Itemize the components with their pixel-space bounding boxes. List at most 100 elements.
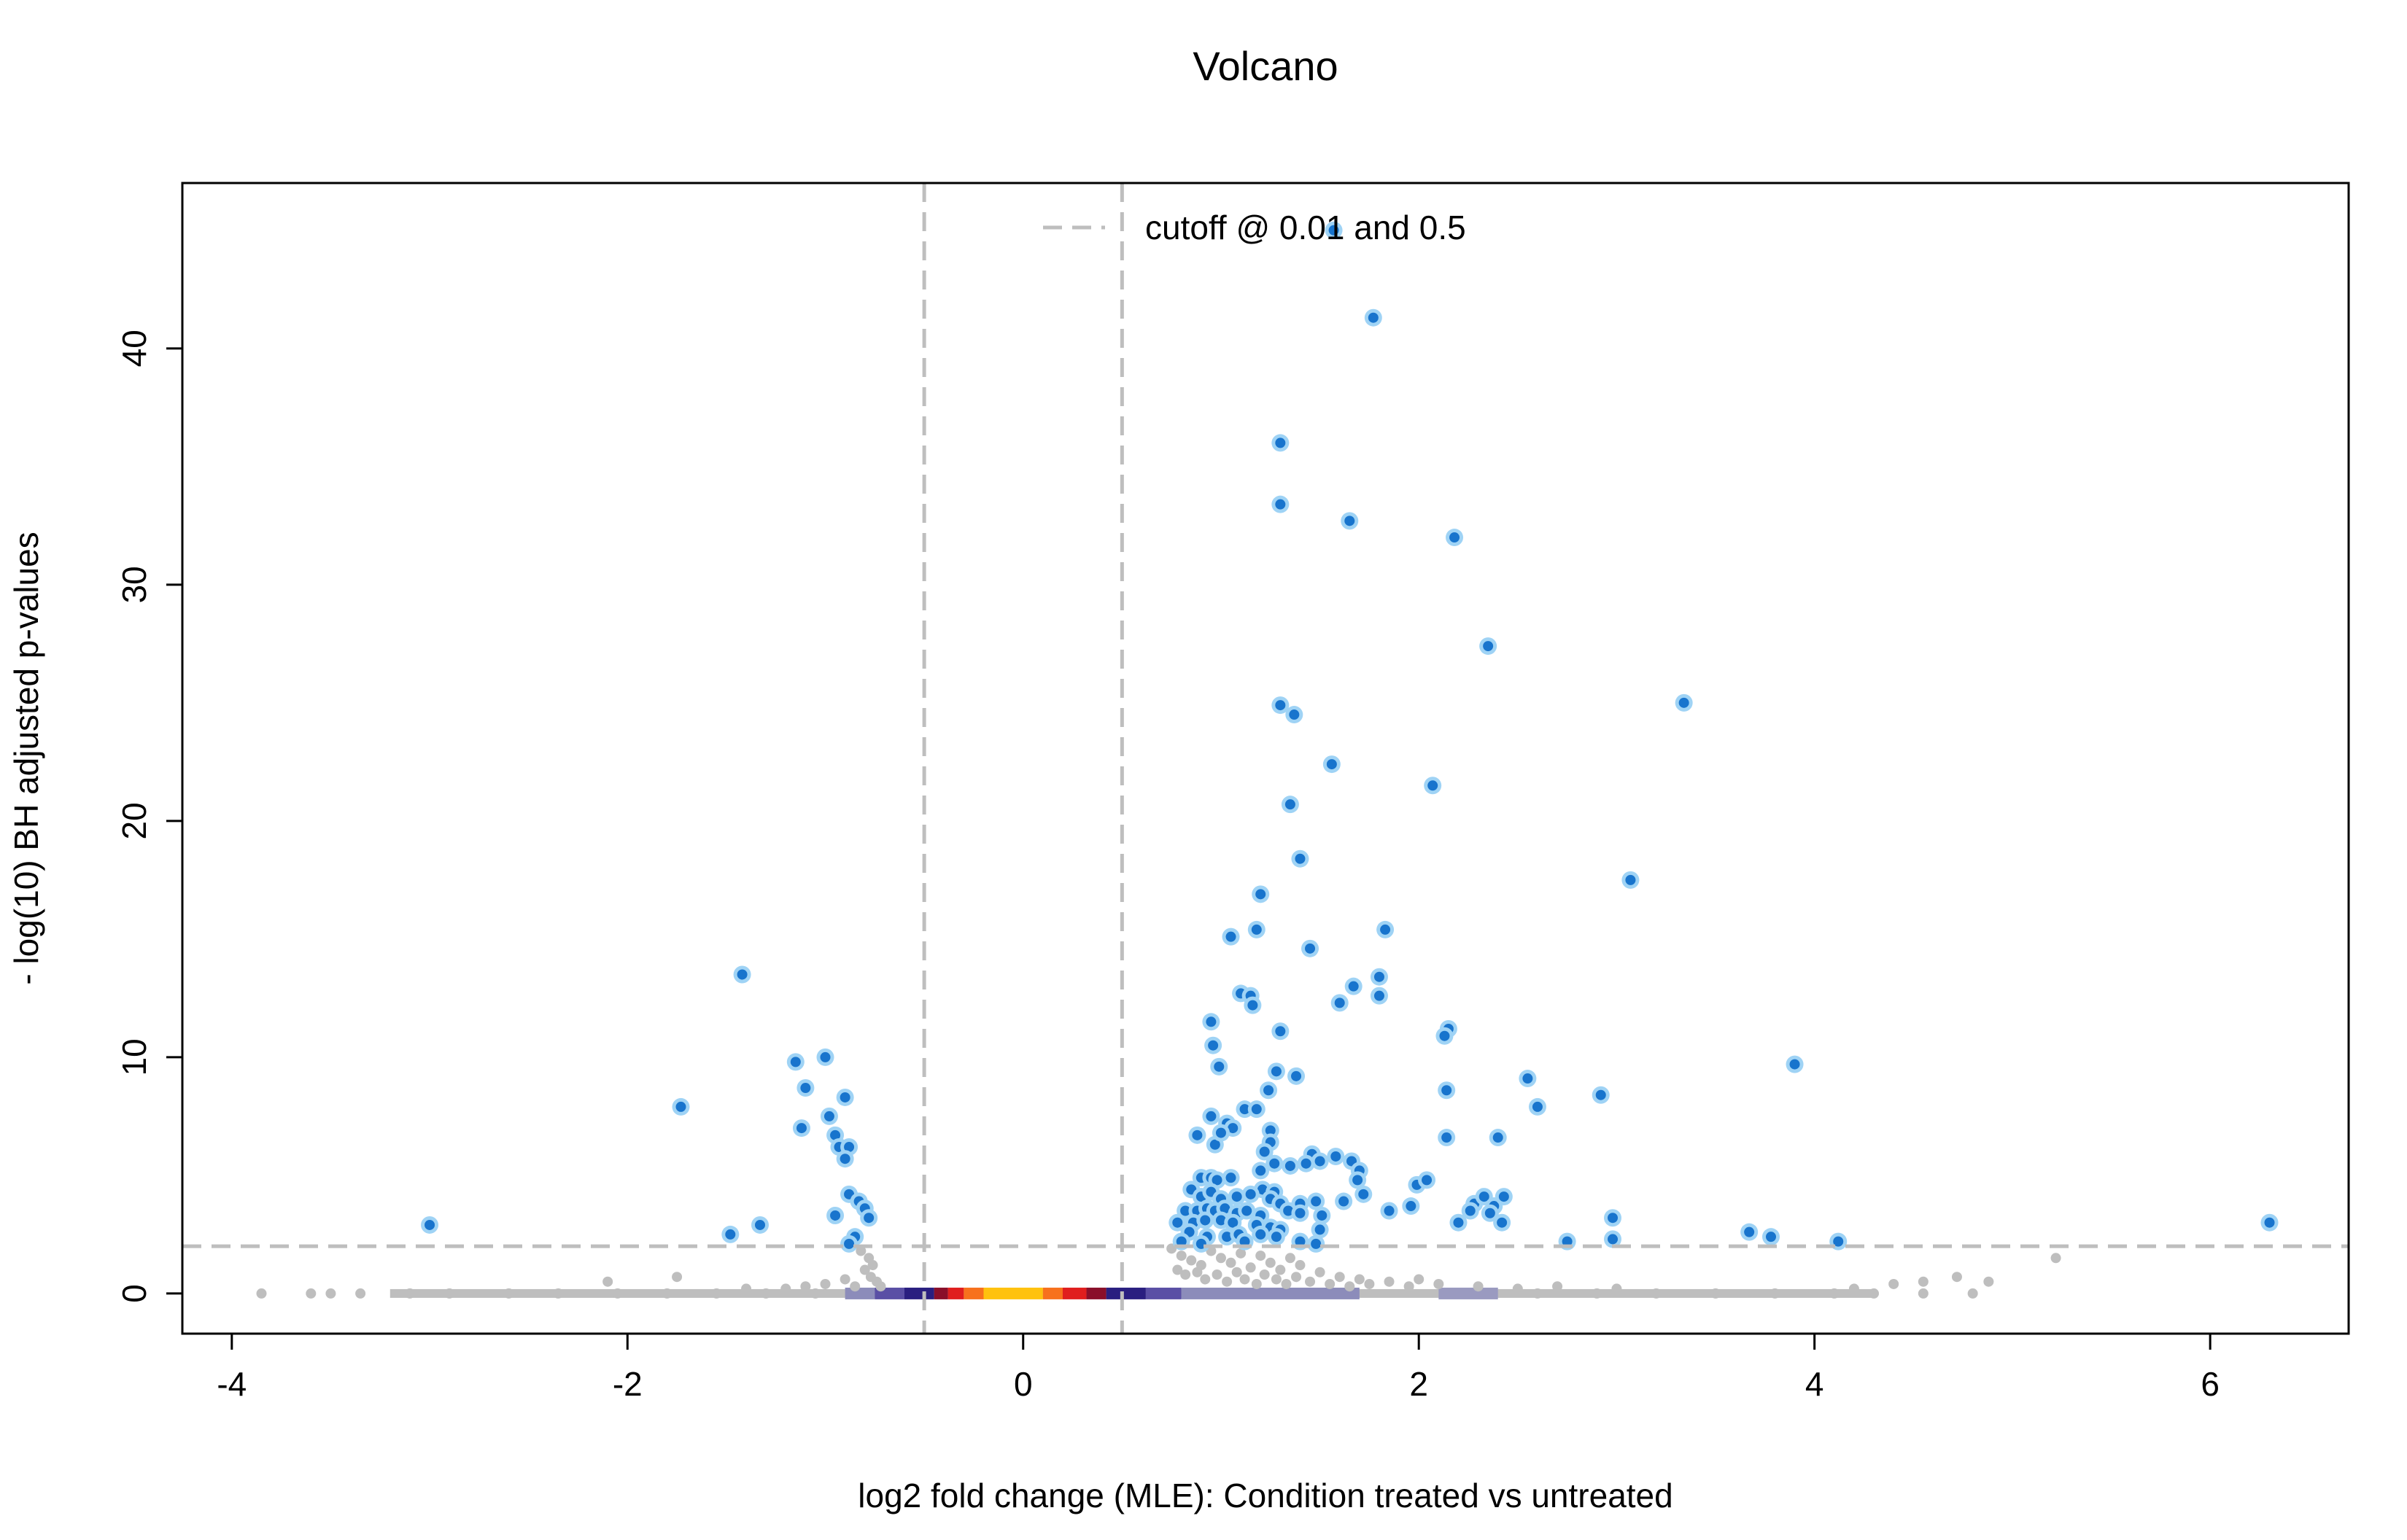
- significant-point: [1341, 512, 1359, 530]
- significant-point: [1364, 308, 1382, 327]
- significant-point: [1519, 1070, 1537, 1088]
- significant-point-dot: [1608, 1213, 1619, 1224]
- significant-point-dot: [1245, 1189, 1256, 1199]
- significant-point: [1380, 1202, 1398, 1220]
- significant-point-dot: [1214, 1061, 1225, 1072]
- density-strip-segment: [1062, 1287, 1087, 1299]
- nonsignificant-point: [1239, 1274, 1250, 1285]
- significant-point: [836, 1150, 854, 1168]
- significant-point-dot: [1311, 1196, 1322, 1207]
- significant-point: [860, 1209, 878, 1227]
- significant-point-dot: [840, 1154, 850, 1164]
- significant-point-dot: [1225, 931, 1236, 942]
- significant-point: [1495, 1188, 1513, 1206]
- nonsignificant-point: [1259, 1269, 1270, 1280]
- significant-point-dot: [1222, 1232, 1233, 1242]
- nonsignificant-point: [404, 1288, 415, 1299]
- significant-point-dot: [1562, 1236, 1573, 1247]
- nonsignificant-point: [1255, 1251, 1266, 1261]
- significant-point: [1271, 1022, 1290, 1041]
- significant-point-dot: [2264, 1217, 2275, 1228]
- significant-point-dot: [1291, 1070, 1302, 1081]
- significant-point-dot: [1275, 700, 1286, 711]
- density-strip-segment: [964, 1287, 984, 1299]
- significant-point: [1740, 1223, 1759, 1241]
- significant-point-dot: [1255, 1165, 1266, 1176]
- x-tick-label: -4: [217, 1365, 247, 1403]
- significant-point-dot: [830, 1129, 841, 1140]
- significant-point-dot: [1532, 1101, 1543, 1112]
- density-strip-segment: [904, 1287, 934, 1299]
- density-strip-segment: [983, 1287, 1043, 1299]
- significant-point-dot: [737, 969, 748, 980]
- density-strip-segment: [1042, 1287, 1063, 1299]
- x-axis: -4 -2 0 2 4 6: [217, 1334, 2220, 1403]
- significant-point: [721, 1225, 740, 1243]
- plot-frame: [181, 182, 2350, 1335]
- significant-point: [1354, 1185, 1373, 1203]
- significant-point-dot: [1522, 1073, 1533, 1084]
- nonsignificant-point: [1284, 1253, 1295, 1264]
- significant-point: [796, 1079, 815, 1097]
- significant-point: [1311, 1221, 1329, 1239]
- significant-point-dot: [1192, 1129, 1203, 1140]
- nonsignificant-point: [1305, 1276, 1316, 1287]
- nonsignificant-point: [1552, 1281, 1563, 1292]
- significant-point-dot: [1271, 1232, 1282, 1242]
- significant-point: [1297, 1154, 1315, 1172]
- significant-point-dot: [1247, 1000, 1258, 1011]
- significant-point-dot: [755, 1219, 765, 1230]
- significant-point-dot: [1328, 225, 1339, 236]
- nonsignificant-point: [1384, 1276, 1395, 1287]
- significant-point: [1265, 1154, 1284, 1172]
- significant-point: [1489, 1129, 1507, 1147]
- significant-point-dot: [1172, 1217, 1183, 1228]
- significant-point: [1327, 1147, 1345, 1165]
- significant-point-dot: [823, 1111, 834, 1121]
- significant-point-dot: [1263, 1085, 1274, 1096]
- x-axis-label: log2 fold change (MLE): Condition treate…: [858, 1477, 1673, 1514]
- significant-point-dot: [1678, 697, 1689, 708]
- nonsignificant-point: [1172, 1264, 1183, 1275]
- nonsignificant-point: [355, 1288, 366, 1299]
- significant-point: [1370, 987, 1388, 1005]
- significant-point-dot: [1311, 1238, 1322, 1249]
- significant-point-dot: [1492, 1132, 1503, 1143]
- significant-point-dot: [1275, 438, 1286, 448]
- nonsignificant-point: [1314, 1267, 1325, 1278]
- y-axis: 0 10 20 30 40: [115, 330, 182, 1303]
- significant-point: [1238, 1202, 1256, 1220]
- significant-point-dot: [840, 1092, 850, 1102]
- significant-point-dot: [1465, 1205, 1476, 1216]
- nonsignificant-point: [1829, 1288, 1840, 1299]
- significant-point: [1255, 1143, 1274, 1161]
- significant-point: [1449, 1213, 1468, 1232]
- significant-point-dot: [1301, 1158, 1311, 1169]
- nonsignificant-point: [1918, 1288, 1929, 1299]
- significant-point: [792, 1119, 810, 1138]
- significant-point-dot: [796, 1123, 807, 1134]
- significant-point: [1325, 221, 1343, 239]
- nonsignificant-point: [1231, 1267, 1242, 1278]
- significant-point-dot: [1317, 1210, 1327, 1221]
- significant-point-dot: [1283, 1205, 1294, 1216]
- density-strip-segment: [1106, 1287, 1146, 1299]
- y-tick-label: 30: [115, 566, 153, 603]
- nonsignificant-point: [1251, 1278, 1262, 1289]
- significant-point: [1252, 1225, 1270, 1243]
- significant-point-dot: [1314, 1224, 1325, 1235]
- nonsignificant-point: [1918, 1276, 1929, 1287]
- significant-point-dot: [1220, 1203, 1230, 1214]
- nonsignificant-point: [1983, 1276, 1994, 1287]
- significant-point: [1370, 968, 1388, 986]
- significant-point: [1204, 1036, 1222, 1054]
- significant-point: [1313, 1206, 1331, 1224]
- nonsignificant-point: [1275, 1264, 1286, 1275]
- significant-point-dot: [1209, 1139, 1220, 1150]
- significant-point: [1241, 1185, 1260, 1203]
- significant-point: [816, 1048, 834, 1066]
- nonsignificant-point: [256, 1288, 267, 1299]
- nonsignificant-point: [1414, 1274, 1425, 1285]
- significant-point-dot: [1453, 1217, 1464, 1228]
- significant-point-dot: [1348, 981, 1359, 992]
